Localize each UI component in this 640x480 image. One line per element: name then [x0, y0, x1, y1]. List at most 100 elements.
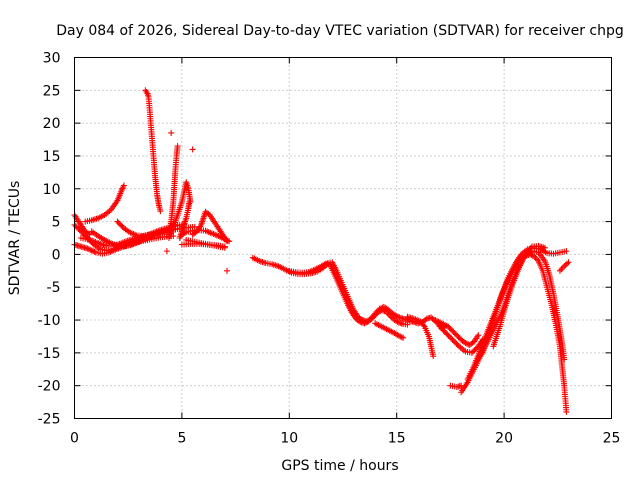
- data-point: [91, 248, 98, 255]
- data-point: [84, 245, 91, 252]
- data-point: [436, 323, 443, 330]
- data-point: [446, 324, 453, 331]
- data-point: [563, 248, 570, 255]
- x-tick-label: 5: [177, 431, 186, 447]
- data-point: [395, 313, 402, 320]
- data-point: [450, 328, 457, 335]
- data-point: [387, 313, 394, 320]
- data-point: [475, 332, 482, 339]
- data-point: [448, 335, 455, 342]
- data-point: [439, 326, 446, 333]
- data-point: [541, 244, 548, 251]
- data-point: [451, 330, 458, 337]
- data-point: [90, 248, 97, 255]
- y-tick-label: 5: [52, 215, 61, 231]
- y-tick-label: 10: [43, 182, 61, 198]
- data-point: [117, 221, 124, 228]
- y-tick-label: 20: [43, 116, 61, 132]
- data-point: [224, 267, 231, 274]
- data-point: [367, 317, 374, 324]
- data-point: [393, 313, 400, 320]
- data-point: [115, 219, 122, 226]
- data-point: [186, 198, 193, 205]
- data-point: [159, 229, 166, 236]
- x-tick-label: 20: [495, 431, 513, 447]
- data-point: [157, 208, 164, 215]
- data-point: [76, 227, 83, 234]
- x-tick-label: 25: [603, 431, 621, 447]
- x-tick-labels: 0 5 10 15 20 25: [70, 431, 620, 447]
- data-point: [561, 263, 568, 270]
- data-point: [440, 327, 447, 334]
- y-axis-title: SDTVAR / TECUs: [7, 181, 23, 296]
- data-point: [79, 229, 86, 236]
- data-point: [455, 334, 462, 341]
- data-point: [437, 324, 444, 331]
- data-point: [449, 336, 456, 343]
- data-point: [221, 243, 228, 250]
- data-point: [75, 225, 82, 232]
- data-point: [174, 143, 181, 150]
- grid-lines: [74, 57, 612, 419]
- data-point: [396, 314, 403, 321]
- data-point: [394, 318, 401, 325]
- data-point: [120, 182, 127, 189]
- y-tick-label: 15: [43, 149, 61, 165]
- y-tick-label: -25: [38, 412, 61, 428]
- data-point: [556, 267, 563, 274]
- data-point: [72, 223, 79, 230]
- data-point: [181, 229, 188, 236]
- data-point: [444, 331, 451, 338]
- data-point: [88, 247, 95, 254]
- data-point: [361, 320, 368, 327]
- chart-title: Day 084 of 2026, Sidereal Day-to-day VTE…: [56, 23, 624, 39]
- data-point: [449, 327, 456, 334]
- data-point: [430, 353, 437, 360]
- data-point: [563, 408, 570, 415]
- y-tick-label: -10: [38, 313, 61, 329]
- data-point: [420, 322, 427, 329]
- data-point: [368, 315, 375, 322]
- data-point: [168, 129, 175, 136]
- y-tick-label: -5: [47, 280, 61, 296]
- data-point: [224, 238, 231, 245]
- data-point: [404, 321, 411, 328]
- data-point: [565, 259, 572, 266]
- data-point: [388, 314, 395, 321]
- data-point: [443, 330, 450, 337]
- data-point: [561, 356, 568, 363]
- data-points: [71, 87, 572, 415]
- y-tick-label: 25: [43, 83, 61, 99]
- data-point: [87, 246, 94, 253]
- data-point: [452, 331, 459, 338]
- data-point: [562, 261, 569, 268]
- y-tick-labels: -25 -20 -15 -10 -5 0 5 10 15 20 25 30: [38, 51, 61, 428]
- data-point: [445, 332, 452, 339]
- y-tick-label: 0: [52, 247, 61, 263]
- data-point: [428, 314, 435, 321]
- data-point: [397, 333, 404, 340]
- data-point: [189, 146, 196, 153]
- y-tick-label: 30: [43, 51, 61, 67]
- data-point: [559, 264, 566, 271]
- data-point: [558, 266, 565, 273]
- y-tick-label: -15: [38, 346, 61, 362]
- data-point: [400, 334, 407, 341]
- data-point: [398, 334, 405, 341]
- data-point: [462, 340, 469, 347]
- data-point: [564, 260, 571, 267]
- data-point: [77, 228, 84, 235]
- data-point: [471, 347, 478, 354]
- data-point: [454, 341, 461, 348]
- data-point: [470, 348, 477, 355]
- data-point: [365, 318, 372, 325]
- x-tick-label: 0: [70, 431, 79, 447]
- data-point: [454, 332, 461, 339]
- plot-frame: [74, 57, 612, 419]
- data-point: [441, 328, 448, 335]
- x-tick-label: 15: [388, 431, 406, 447]
- data-point: [447, 326, 454, 333]
- data-point: [74, 224, 81, 231]
- data-point: [163, 248, 170, 255]
